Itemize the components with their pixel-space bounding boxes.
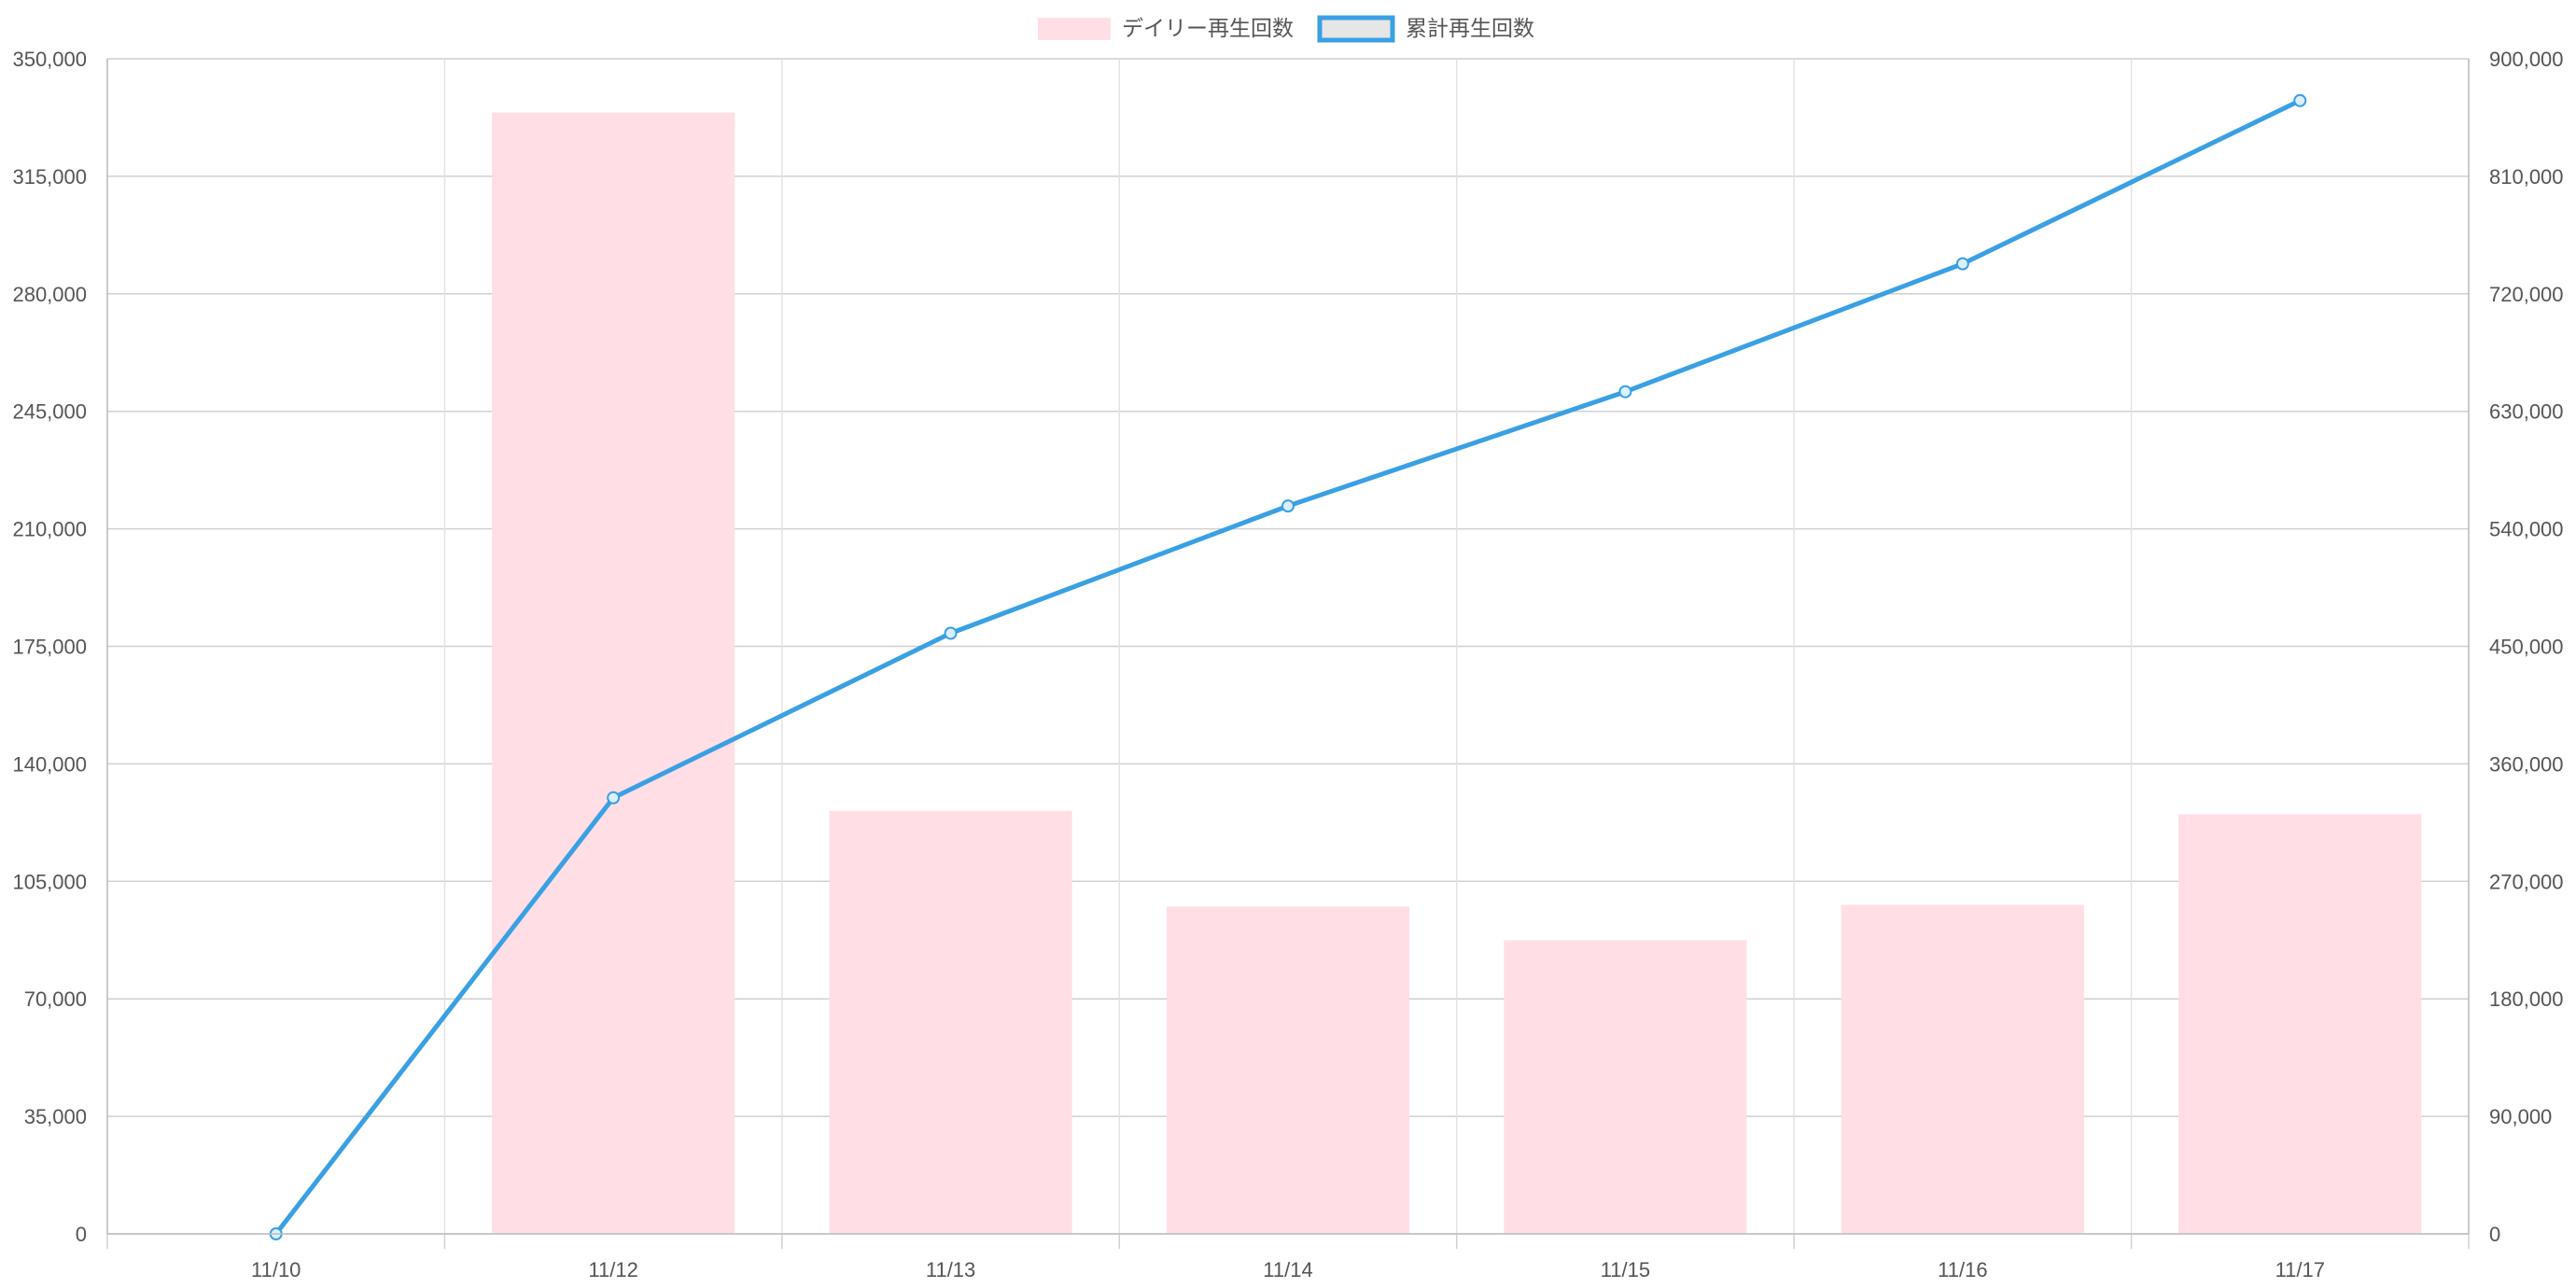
line-point[interactable]: [944, 626, 958, 640]
bar[interactable]: [492, 112, 735, 1234]
x-tick-label: 11/13: [926, 1258, 975, 1281]
y-right-tick-label: 0: [2489, 1223, 2500, 1246]
y-right-tick-label: 90,000: [2489, 1105, 2552, 1128]
y-right-tick-label: 810,000: [2489, 165, 2564, 189]
line-point[interactable]: [2293, 93, 2307, 107]
y-right-tick-label: 270,000: [2489, 870, 2564, 893]
y-left-tick-label: 210,000: [12, 518, 87, 541]
y-right-tick-label: 360,000: [2489, 752, 2564, 776]
bar[interactable]: [1841, 904, 2084, 1234]
y-left-tick-label: 350,000: [12, 48, 87, 71]
x-tick-label: 11/15: [1601, 1258, 1650, 1281]
line-point[interactable]: [1618, 385, 1632, 399]
y-right-tick-label: 630,000: [2489, 400, 2564, 424]
x-tick-label: 11/10: [251, 1258, 301, 1281]
legend-label-cumulative: 累計再生回数: [1406, 16, 1534, 40]
bar[interactable]: [829, 810, 1072, 1234]
legend-swatch-daily: [1038, 18, 1111, 40]
legend-item-cumulative[interactable]: 累計再生回数: [1317, 15, 1534, 43]
legend-label-daily: デイリー再生回数: [1122, 16, 1294, 40]
y-left-tick-label: 35,000: [24, 1105, 87, 1128]
line-point[interactable]: [1955, 257, 1969, 271]
y-left-tick-label: 315,000: [12, 165, 87, 189]
bar[interactable]: [1166, 906, 1410, 1234]
bar[interactable]: [2178, 814, 2422, 1234]
y-left-tick-label: 70,000: [24, 987, 87, 1011]
y-left-tick-label: 140,000: [12, 752, 87, 776]
y-right-tick-label: 900,000: [2489, 48, 2564, 71]
legend[interactable]: デイリー再生回数 累計再生回数: [1038, 15, 1534, 43]
y-left-tick-label: 280,000: [12, 283, 87, 306]
y-left-tick-label: 175,000: [12, 636, 87, 659]
x-tick-label: 11/16: [1938, 1258, 1987, 1281]
y-left-tick-label: 0: [76, 1223, 87, 1246]
y-right-tick-label: 720,000: [2489, 283, 2564, 306]
x-tick-label: 11/12: [588, 1258, 637, 1281]
y-left-tick-label: 105,000: [12, 870, 87, 893]
y-right-tick-label: 540,000: [2489, 518, 2564, 541]
y-right-tick-label: 450,000: [2489, 636, 2564, 659]
bar-series-daily: [492, 112, 2422, 1234]
y-right-tick-label: 180,000: [2489, 987, 2564, 1011]
x-tick-label: 11/14: [1263, 1258, 1312, 1281]
line-point[interactable]: [607, 791, 621, 805]
y-left-tick-label: 245,000: [12, 400, 87, 424]
line-series-cumulative: [269, 93, 2307, 1240]
line-point[interactable]: [1281, 499, 1295, 513]
legend-item-daily[interactable]: デイリー再生回数: [1038, 16, 1294, 40]
legend-swatch-cumulative: [1317, 15, 1395, 43]
axes: 0 0 35,000 90,000 70,000 180,000 105,000 270,00…: [12, 48, 2563, 1281]
bar[interactable]: [1504, 940, 1747, 1234]
x-tick-label: 11/17: [2275, 1258, 2325, 1281]
